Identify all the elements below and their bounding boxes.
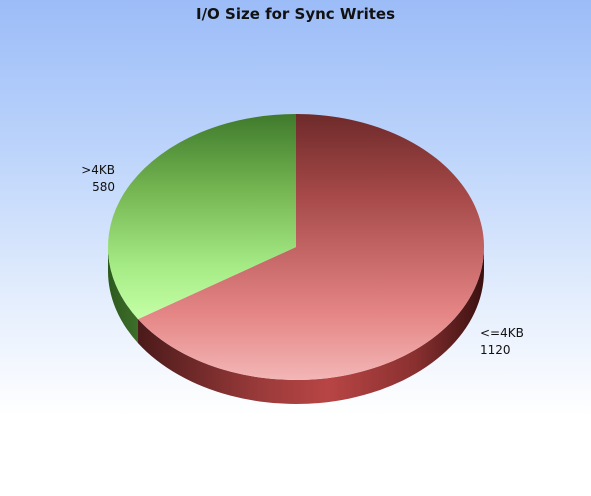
pie-tops [108,114,484,380]
slice-le4kb [138,114,484,380]
slice-gt4kb-side [108,247,139,344]
slice-le4kb-value: 1120 [480,343,511,357]
slice-gt4kb-label: >4KB [81,163,115,177]
pie-labels: <=4KB 1120 >4KB 580 [81,163,524,357]
chart-title: I/O Size for Sync Writes [195,5,396,23]
pie-sides [108,247,484,405]
slice-le4kb-side [138,247,484,405]
slice-gt4kb-value: 580 [92,180,115,194]
slice-le4kb-label: <=4KB [480,326,524,340]
slice-gt4kb [108,114,297,320]
